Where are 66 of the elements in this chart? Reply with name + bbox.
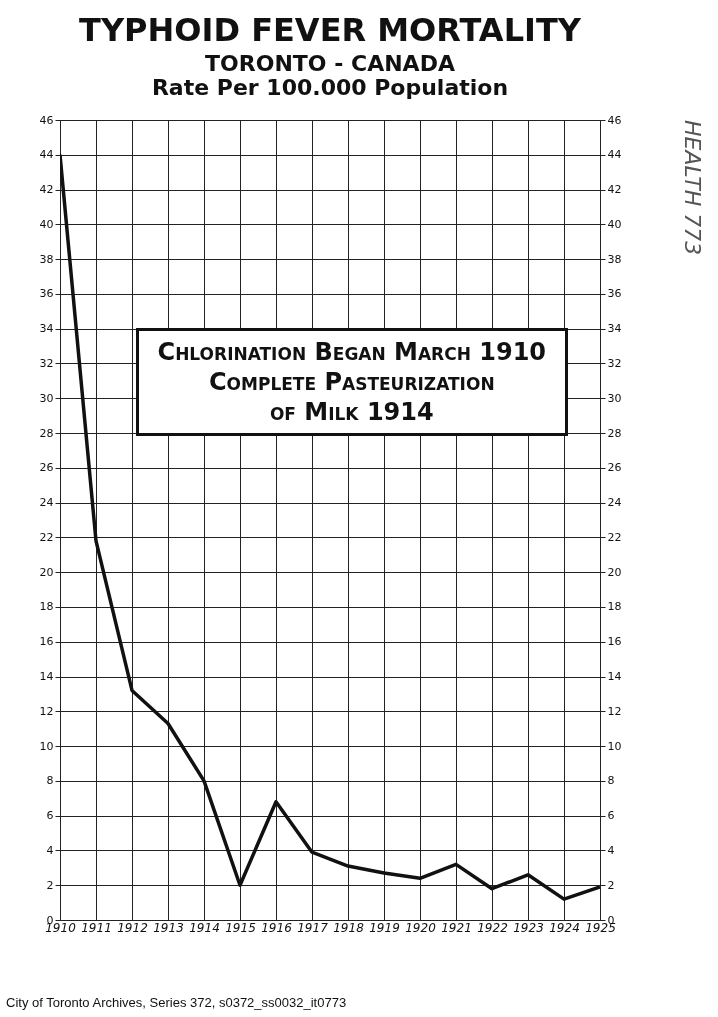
y-tick-label: 20 bbox=[39, 565, 54, 579]
y-axis-title: Rate Per 100.000 Population bbox=[151, 75, 509, 100]
y2-tick-label: 2 bbox=[607, 878, 615, 892]
y-tick-label: 30 bbox=[39, 391, 54, 405]
y2-tick-label: 44 bbox=[607, 148, 622, 162]
text: HEALTH 773 bbox=[680, 120, 705, 256]
text: City of Toronto Archives, Series 372, s0372_ss0032_it0773 bbox=[6, 995, 347, 1010]
x-tick-label: 1915 bbox=[225, 920, 256, 935]
y2-tick-label: 4 bbox=[607, 843, 615, 857]
y-tick-label: 8 bbox=[46, 774, 54, 788]
y2-tick-label: 8 bbox=[607, 774, 615, 788]
y2-tick-label: 14 bbox=[607, 670, 622, 684]
x-tick-label: 1917 bbox=[297, 920, 329, 935]
y-tick-label: 22 bbox=[39, 530, 54, 544]
y-tick-label: 10 bbox=[39, 739, 54, 753]
y2-tick-label: 28 bbox=[607, 426, 622, 440]
y2-tick-label: 12 bbox=[607, 704, 622, 718]
y-tick-label: 28 bbox=[39, 426, 54, 440]
x-tick-label: 1912 bbox=[117, 920, 148, 935]
y-tick-label: 6 bbox=[46, 809, 54, 823]
y-tick-label: 42 bbox=[39, 183, 54, 197]
y-tick-label: 32 bbox=[39, 356, 54, 370]
y2-tick-label: 30 bbox=[607, 391, 622, 405]
y2-tick-label: 46 bbox=[607, 113, 622, 127]
y-tick-label: 44 bbox=[39, 148, 54, 162]
y2-tick-label: 34 bbox=[607, 322, 622, 336]
y-tick-label: 34 bbox=[39, 322, 54, 336]
y-tick-label: 16 bbox=[39, 635, 54, 649]
x-tick-label: 1914 bbox=[189, 920, 220, 935]
y2-tick-label: 40 bbox=[607, 217, 622, 231]
y2-tick-label: 26 bbox=[607, 461, 622, 475]
y-tick-label: 24 bbox=[39, 496, 54, 510]
x-tick-label: 1921 bbox=[441, 920, 472, 935]
y2-tick-label: 42 bbox=[607, 183, 622, 197]
y-tick-label: 36 bbox=[39, 287, 54, 301]
x-tick-label: 1923 bbox=[513, 920, 544, 935]
y-tick-label: 26 bbox=[39, 461, 54, 475]
x-tick-label: 1918 bbox=[333, 920, 365, 935]
y2-tick-label: 22 bbox=[607, 530, 622, 544]
y2-tick-label: 18 bbox=[607, 600, 622, 614]
y-tick-label: 12 bbox=[39, 704, 54, 718]
y2-tick-label: 6 bbox=[607, 809, 615, 823]
y-tick-label: 40 bbox=[39, 217, 54, 231]
y2-tick-label: 20 bbox=[607, 565, 622, 579]
y-tick-label: 14 bbox=[39, 670, 54, 684]
annotation: Chlorination Began March 1910 Complete Pasteurization of Milk 1914 bbox=[135, 328, 568, 436]
x-tick-label: 1913 bbox=[153, 920, 184, 935]
x-tick-label: 1924 bbox=[549, 920, 580, 935]
x-tick-label: 1920 bbox=[405, 920, 437, 935]
y-tick-label: 38 bbox=[39, 252, 54, 266]
y2-tick-label: 16 bbox=[607, 635, 622, 649]
y-tick-label: 18 bbox=[39, 600, 54, 614]
y2-tick-label: 38 bbox=[607, 252, 622, 266]
chart-subtitle: TORONTO - CANADA bbox=[205, 51, 455, 76]
x-tick-label: 1916 bbox=[261, 920, 293, 935]
y-tick-label: 4 bbox=[46, 843, 54, 857]
y2-tick-label: 36 bbox=[607, 287, 622, 301]
x-tick-label: 1911 bbox=[81, 920, 112, 935]
chart-title: TYPHOID FEVER MORTALITY bbox=[79, 11, 582, 49]
x-tick-label: 1919 bbox=[369, 920, 400, 935]
y2-tick-label: 24 bbox=[607, 496, 622, 510]
y2-tick-label: 32 bbox=[607, 356, 622, 370]
x-tick-label: 1922 bbox=[477, 920, 508, 935]
y-tick-label: 46 bbox=[39, 113, 54, 127]
y2-tick-label: 10 bbox=[607, 739, 622, 753]
y-tick-label: 2 bbox=[46, 878, 54, 892]
